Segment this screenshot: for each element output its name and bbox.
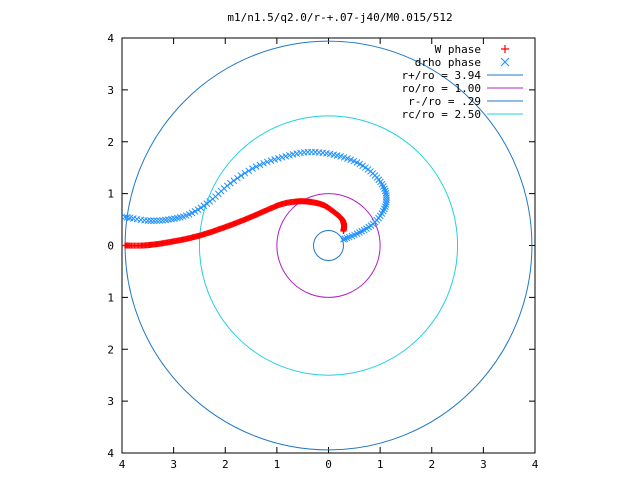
data-point	[230, 177, 238, 185]
x-tick-label: 0	[325, 458, 332, 471]
legend-swatch	[501, 45, 509, 53]
x-tick-label: 3	[170, 458, 177, 471]
data-point	[121, 213, 129, 221]
y-tick-label: 1	[107, 188, 114, 201]
legend-swatch	[500, 57, 510, 67]
circle-rro	[313, 229, 344, 262]
data-point	[381, 187, 389, 195]
data-point	[278, 153, 286, 161]
data-point	[252, 163, 260, 171]
data-point	[241, 169, 249, 177]
data-point	[271, 156, 279, 163]
data-point	[203, 200, 211, 207]
y-tick-label: 3	[107, 395, 114, 408]
series-group	[121, 148, 390, 249]
data-point	[343, 234, 351, 242]
data-point	[340, 235, 347, 243]
y-tick-label: 2	[107, 343, 114, 356]
x-tick-label: 2	[222, 458, 229, 471]
data-point	[159, 216, 166, 224]
x-tick-label: 4	[532, 458, 539, 471]
data-point	[237, 172, 245, 179]
circle-roro	[276, 193, 381, 298]
y-tick-label: 0	[107, 240, 114, 253]
data-point	[197, 204, 205, 212]
y-tick-label: 2	[107, 136, 114, 149]
data-point	[123, 213, 131, 221]
x-tick-label: 4	[119, 458, 126, 471]
data-point	[382, 189, 390, 197]
data-point	[249, 165, 256, 172]
data-point	[282, 152, 290, 160]
data-point	[122, 242, 129, 249]
y-tick-label: 4	[107, 32, 114, 45]
data-point	[341, 235, 349, 243]
data-point	[234, 174, 241, 182]
legend-label: W phase	[435, 43, 481, 56]
data-point	[260, 159, 267, 167]
data-point	[256, 161, 264, 169]
data-point	[162, 216, 169, 224]
legend-label: r-/ro = .29	[408, 95, 481, 108]
circle-rcro	[198, 115, 459, 376]
legend-label: ro/ro = 1.00	[402, 82, 481, 95]
legend-label: drho phase	[415, 56, 481, 69]
data-point	[153, 217, 161, 225]
data-point	[381, 205, 388, 213]
data-point	[156, 217, 164, 224]
y-tick-label: 3	[107, 84, 114, 97]
y-tick-label: 4	[107, 447, 114, 460]
series-drho-phase	[121, 148, 390, 243]
data-point	[263, 158, 271, 166]
x-tick-label: 2	[428, 458, 435, 471]
x-tick-label: 3	[480, 458, 487, 471]
series-w-phase	[122, 198, 348, 249]
data-point	[274, 155, 282, 162]
data-point	[150, 217, 158, 225]
data-point	[206, 198, 214, 205]
y-axis: 4 3 2 1 0 1 2 3 4	[107, 32, 535, 460]
data-point	[147, 217, 155, 225]
x-tick-label: 1	[377, 458, 384, 471]
data-point	[200, 202, 208, 210]
data-point	[245, 167, 253, 175]
data-point	[267, 157, 275, 164]
x-tick-label: 1	[274, 458, 281, 471]
y-tick-label: 1	[107, 291, 114, 304]
legend-label: r+/ro = 3.94	[402, 69, 482, 82]
legend-label: rc/ro = 2.50	[402, 108, 481, 121]
chart-title: m1/n1.5/q2.0/r-+.07-j40/M0.015/512	[227, 11, 452, 24]
